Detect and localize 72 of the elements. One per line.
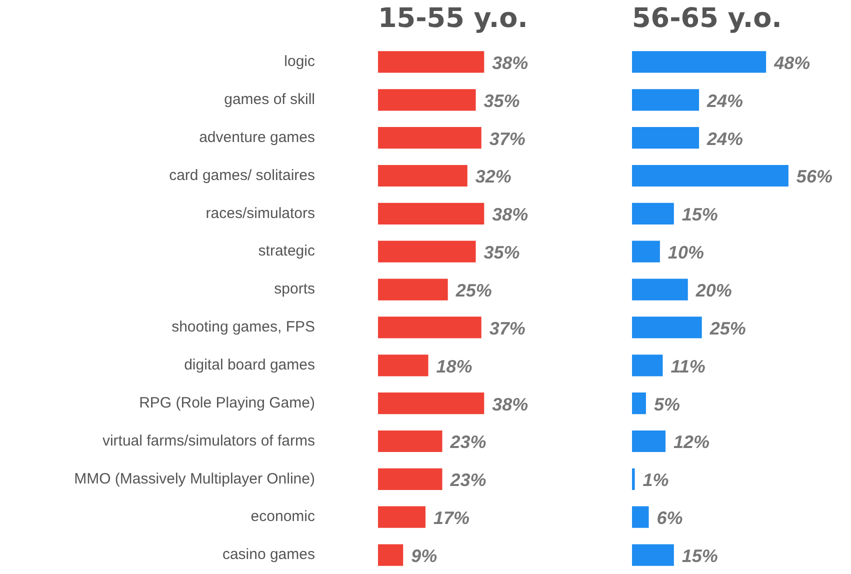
data-label: 38% [492,394,528,414]
bar [632,240,660,262]
bar [632,51,766,73]
data-label: 17% [433,508,470,528]
bar [378,316,482,338]
bar [378,506,426,528]
data-label: 24% [706,128,744,149]
y-tick-label: economic [250,508,316,526]
bar [378,164,468,187]
data-label: 37% [489,128,526,149]
data-label: 38% [492,204,528,225]
data-label: 37% [489,318,526,338]
data-label: 35% [484,90,520,111]
bar [378,468,442,490]
bar [632,354,663,376]
bar [632,316,702,338]
bar [632,202,674,224]
y-tick-label: games of skill [224,91,315,108]
data-label: 25% [454,280,492,301]
bar [632,468,635,490]
data-label: 12% [674,432,710,452]
data-label: 1% [642,470,669,490]
data-label: 38% [492,52,528,73]
chart-title: 56-65 y.o. [632,3,782,34]
data-label: 6% [656,508,683,528]
data-label: 23% [449,432,486,452]
bar [378,51,484,73]
chart-title: 15-55 y.o. [378,3,528,34]
bar [632,127,700,149]
data-label: 23% [449,470,486,490]
y-tick-label: casino games [222,546,315,564]
bar [378,354,428,376]
y-tick-label: sports [274,280,315,298]
y-tick-label: MMO (Massively Multiplayer Online) [74,470,315,488]
data-label: 9% [411,546,438,566]
y-tick-label: logic [284,53,316,70]
bar [632,430,666,452]
data-label: 24% [706,90,744,111]
y-tick-label: shooting games, FPS [172,318,315,336]
bar [378,127,482,149]
y-tick-label: races/simulators [206,204,315,222]
y-tick-label: strategic [258,242,316,260]
y-tick-label: digital board games [184,356,315,374]
bar [378,392,484,414]
data-label: 35% [484,242,520,263]
data-label: 48% [773,52,810,73]
data-label: 5% [654,394,680,414]
data-label: 18% [436,356,472,376]
data-label: 25% [708,318,746,338]
bar [378,544,404,566]
bar [632,164,788,187]
bar [632,278,688,300]
data-label: 56% [796,166,832,187]
bar [378,278,448,300]
y-tick-label: RPG (Role Playing Game) [139,394,315,412]
bar [378,430,442,452]
y-tick-label: virtual farms/simulators of farms [102,432,315,450]
bar [378,89,476,111]
bar [632,544,674,566]
bar [632,506,649,528]
bar [632,392,646,414]
data-label: 10% [668,242,704,263]
y-tick-label: adventure games [199,128,315,146]
data-label: 15% [682,546,718,566]
data-label: 15% [682,204,718,225]
bar [378,202,484,224]
data-label: 20% [694,280,732,301]
data-label: 32% [475,166,512,187]
y-tick-label: card games/ solitaires [169,166,315,184]
bar [632,89,700,111]
bar [378,240,476,262]
data-label: 11% [670,356,706,376]
